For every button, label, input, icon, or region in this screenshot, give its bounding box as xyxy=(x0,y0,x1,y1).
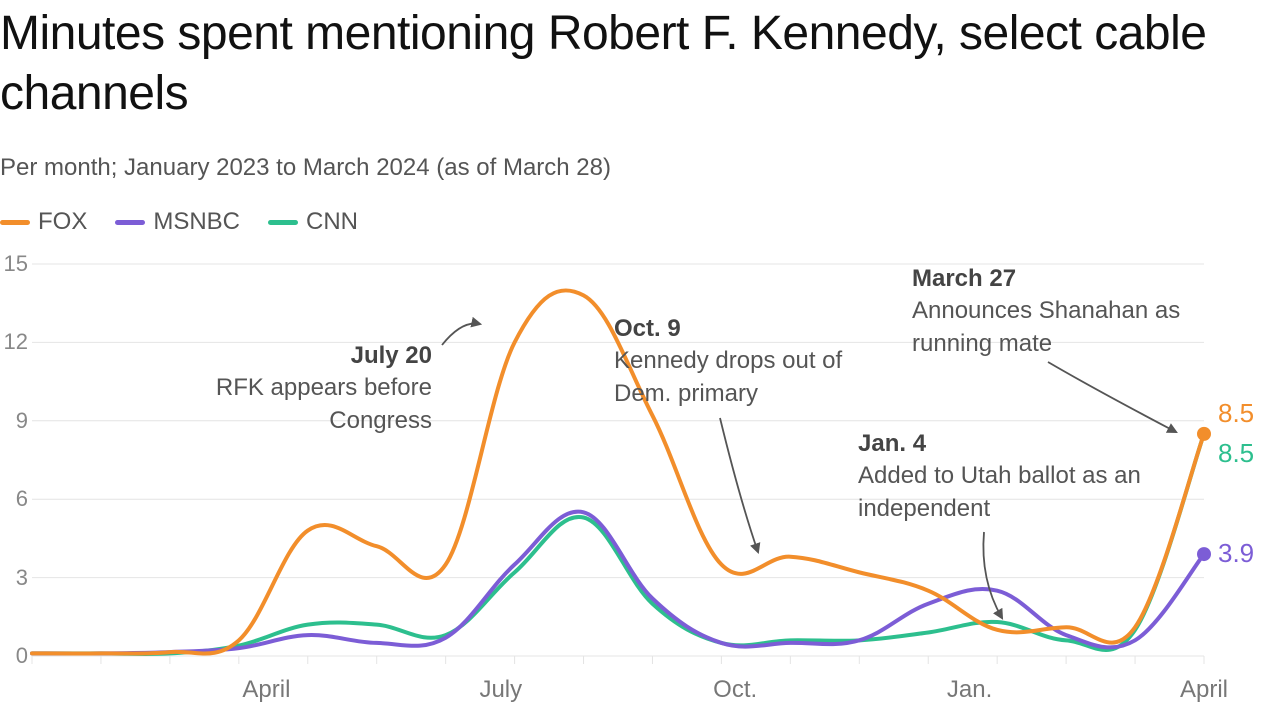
x-tick-label: July xyxy=(479,676,522,704)
annotation-oct9: Oct. 9Kennedy drops out of Dem. primary xyxy=(614,313,864,410)
end-label-fox: 8.5 xyxy=(1218,398,1254,429)
y-tick-label: 15 xyxy=(4,251,28,277)
annotation-arrow-jul20 xyxy=(442,323,480,345)
annotation-arrow-oct9 xyxy=(720,418,758,552)
annotation-jan4: Jan. 4Added to Utah ballot as an indepen… xyxy=(858,428,1148,525)
annotation-mar27: March 27Announces Shanahan as running ma… xyxy=(912,263,1182,360)
end-dot-fox xyxy=(1197,427,1211,441)
y-tick-label: 9 xyxy=(16,408,28,434)
end-dot-msnbc xyxy=(1197,547,1211,561)
y-tick-label: 3 xyxy=(16,565,28,591)
x-tick-label: Oct. xyxy=(713,676,757,704)
x-tick-label: April xyxy=(1180,676,1228,704)
annotation-arrow-jan4 xyxy=(983,532,1002,618)
end-label-msnbc: 3.9 xyxy=(1218,538,1254,569)
y-tick-label: 0 xyxy=(16,643,28,669)
x-tick-label: April xyxy=(242,676,290,704)
annotation-jul20: July 20RFK appears before Congress xyxy=(172,340,432,437)
y-tick-label: 6 xyxy=(16,486,28,512)
y-tick-label: 12 xyxy=(4,329,28,355)
end-label-cnn: 8.5 xyxy=(1218,438,1254,469)
annotation-arrow-mar27 xyxy=(1048,362,1176,432)
x-tick-label: Jan. xyxy=(947,676,992,704)
